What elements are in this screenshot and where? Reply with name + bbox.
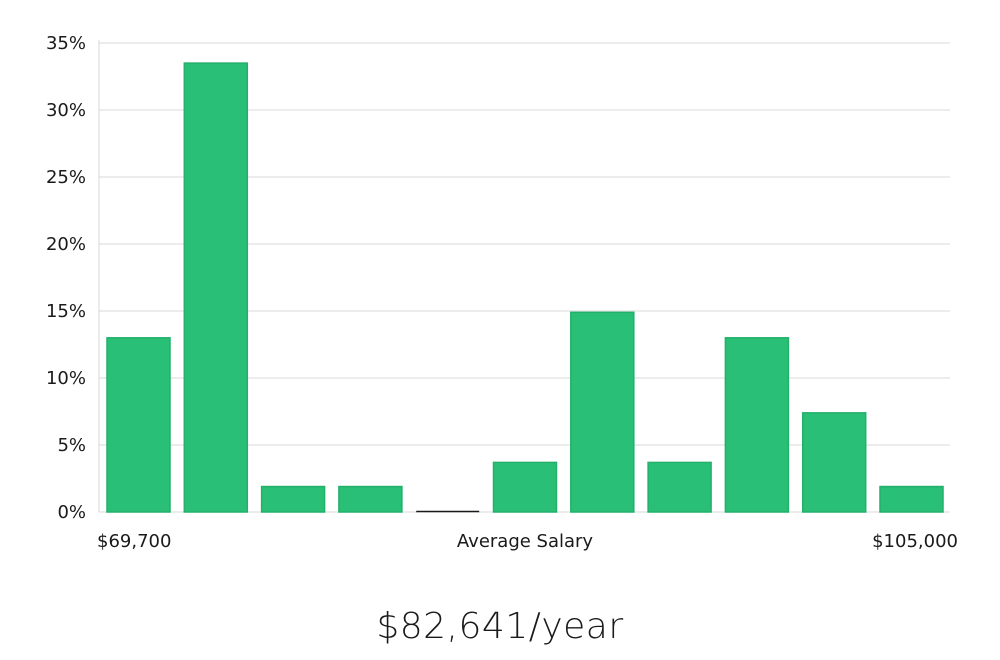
x-axis-min-label: $69,700 bbox=[97, 531, 171, 552]
bar bbox=[338, 485, 403, 513]
bar bbox=[183, 62, 249, 513]
y-tick-labels: 0% 5% 10% 15% 20% 25% 30% 35% bbox=[46, 33, 86, 523]
y-tick-label: 20% bbox=[46, 234, 86, 255]
x-axis-title: Average Salary bbox=[457, 531, 594, 552]
bar bbox=[492, 461, 558, 513]
y-tick-label: 0% bbox=[57, 502, 86, 523]
bar bbox=[724, 337, 790, 513]
bar bbox=[647, 461, 712, 513]
x-axis-max-label: $105,000 bbox=[872, 531, 958, 552]
bar bbox=[106, 337, 171, 513]
bars-layer bbox=[106, 62, 944, 513]
y-tick-label: 15% bbox=[46, 301, 86, 322]
bar bbox=[260, 485, 326, 513]
bar bbox=[570, 311, 635, 513]
y-tick-label: 5% bbox=[57, 435, 86, 456]
bar bbox=[879, 485, 944, 513]
y-tick-label: 10% bbox=[46, 368, 86, 389]
y-tick-label: 35% bbox=[46, 33, 86, 54]
bar bbox=[801, 412, 867, 513]
chart-svg: 0% 5% 10% 15% 20% 25% 30% 35% $69,700 Average S… bbox=[46, 33, 958, 552]
y-tick-label: 30% bbox=[46, 100, 86, 121]
y-tick-label: 25% bbox=[46, 167, 86, 188]
x-axis-labels: $69,700 Average Salary $105,000 bbox=[97, 531, 958, 552]
average-salary-summary: $82,641/year bbox=[376, 606, 624, 647]
